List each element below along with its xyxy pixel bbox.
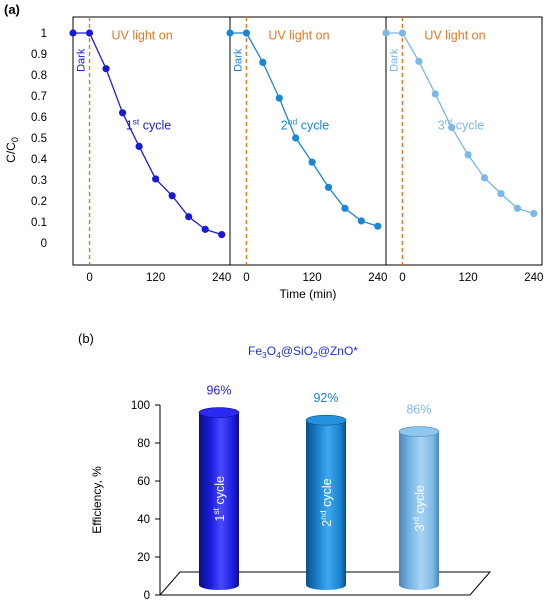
- data-point: [341, 204, 349, 212]
- bar-body: [399, 431, 439, 590]
- bar: [198, 407, 240, 590]
- data-point: [448, 123, 456, 132]
- y-tick-label: 0.1: [31, 217, 47, 229]
- data-point: [497, 190, 505, 198]
- y-tick-label: 0: [144, 590, 150, 602]
- data-point: [431, 90, 439, 98]
- bar-category-label: 1st cycle: [211, 476, 227, 522]
- bar-floor: [158, 571, 492, 596]
- dark-label: Dark: [232, 48, 244, 72]
- bar: [398, 426, 440, 590]
- data-point: [464, 151, 472, 159]
- x-tick-label: 0: [399, 272, 405, 284]
- y-tick-label: 0.6: [31, 112, 47, 124]
- data-point: [374, 222, 382, 230]
- data-point: [259, 58, 267, 66]
- y-tick-label: 0.3: [31, 175, 47, 187]
- bar-category-label: 3rd cycle: [411, 485, 427, 532]
- data-point: [324, 183, 333, 191]
- x-tick-label: 120: [303, 272, 322, 284]
- y-tick-label: 0.5: [31, 133, 47, 145]
- x-tick-label: 120: [146, 272, 165, 284]
- bar-top: [305, 414, 347, 426]
- bar-value-label: 86%: [406, 403, 431, 417]
- data-point: [168, 192, 176, 200]
- data-point: [218, 231, 226, 239]
- bar-top: [398, 426, 440, 437]
- data-point: [275, 94, 283, 102]
- x-tick-label: 240: [212, 272, 231, 284]
- y-tick-label: 0.7: [31, 91, 47, 103]
- data-point: [382, 29, 390, 37]
- x-tick-label: 120: [459, 272, 478, 284]
- series-line: [73, 32, 222, 236]
- x-axis-label: Time (min): [280, 287, 337, 301]
- bar-y-axis-label: Efficiency, %: [90, 466, 104, 534]
- data-point: [242, 29, 251, 37]
- bar-value-label: 96%: [206, 384, 231, 398]
- y-tick-label: 0: [41, 238, 47, 250]
- x-tick-label: 240: [368, 272, 387, 284]
- bar-value-label: 92%: [313, 391, 338, 405]
- cycle-label: 2nd cycle: [281, 117, 329, 133]
- y-tick-label: 20: [137, 552, 150, 564]
- bar-body: [199, 412, 239, 590]
- data-point: [357, 217, 365, 225]
- bar-body: [306, 420, 346, 590]
- y-tick-label: 40: [137, 514, 150, 526]
- y-tick-label: 100: [131, 400, 150, 412]
- data-point: [85, 29, 94, 37]
- y-tick-label: 0.9: [31, 49, 47, 61]
- uv-label: UV light on: [112, 28, 173, 42]
- panel-b-label: (b): [78, 331, 94, 346]
- series-line: [386, 32, 534, 215]
- dark-label: Dark: [76, 48, 88, 72]
- data-point: [226, 29, 234, 37]
- bar: [305, 414, 347, 590]
- x-tick-label: 0: [243, 272, 249, 284]
- panel-a-label: (a): [4, 2, 20, 17]
- uv-label: UV light on: [268, 28, 329, 42]
- data-point: [102, 65, 110, 73]
- data-point: [308, 158, 316, 166]
- cycle-label: 1st cycle: [126, 117, 172, 133]
- x-tick-label: 240: [524, 272, 543, 284]
- data-point: [118, 109, 127, 117]
- data-point: [530, 210, 538, 218]
- series-line: [230, 32, 378, 227]
- data-point: [292, 134, 300, 142]
- y-tick-label: 0.2: [31, 196, 47, 208]
- cycle-label: 3rd cycle: [438, 117, 485, 133]
- data-point: [415, 57, 423, 65]
- y-tick-label: 60: [137, 476, 150, 488]
- data-point: [201, 225, 209, 233]
- data-point: [69, 29, 77, 37]
- data-point: [185, 213, 193, 221]
- bar-top: [198, 407, 240, 418]
- dark-label: Dark: [388, 48, 400, 72]
- y-tick-label: 0.8: [31, 70, 47, 82]
- y-axis-label: C/C0: [4, 137, 20, 163]
- data-point: [135, 142, 143, 150]
- data-point: [513, 204, 521, 212]
- bar-category-label: 2nd cycle: [318, 478, 334, 526]
- data-point: [152, 175, 160, 183]
- y-tick-label: 1: [41, 28, 47, 40]
- data-point: [398, 29, 407, 37]
- y-tick-label: 80: [137, 438, 150, 450]
- uv-label: UV light on: [424, 28, 485, 42]
- bar-chart-title: Fe3O4@SiO2@ZnO*: [248, 344, 358, 360]
- data-point: [480, 174, 489, 182]
- x-tick-label: 0: [86, 272, 92, 284]
- y-tick-label: 0.4: [31, 154, 48, 166]
- plot-frame: [72, 16, 543, 266]
